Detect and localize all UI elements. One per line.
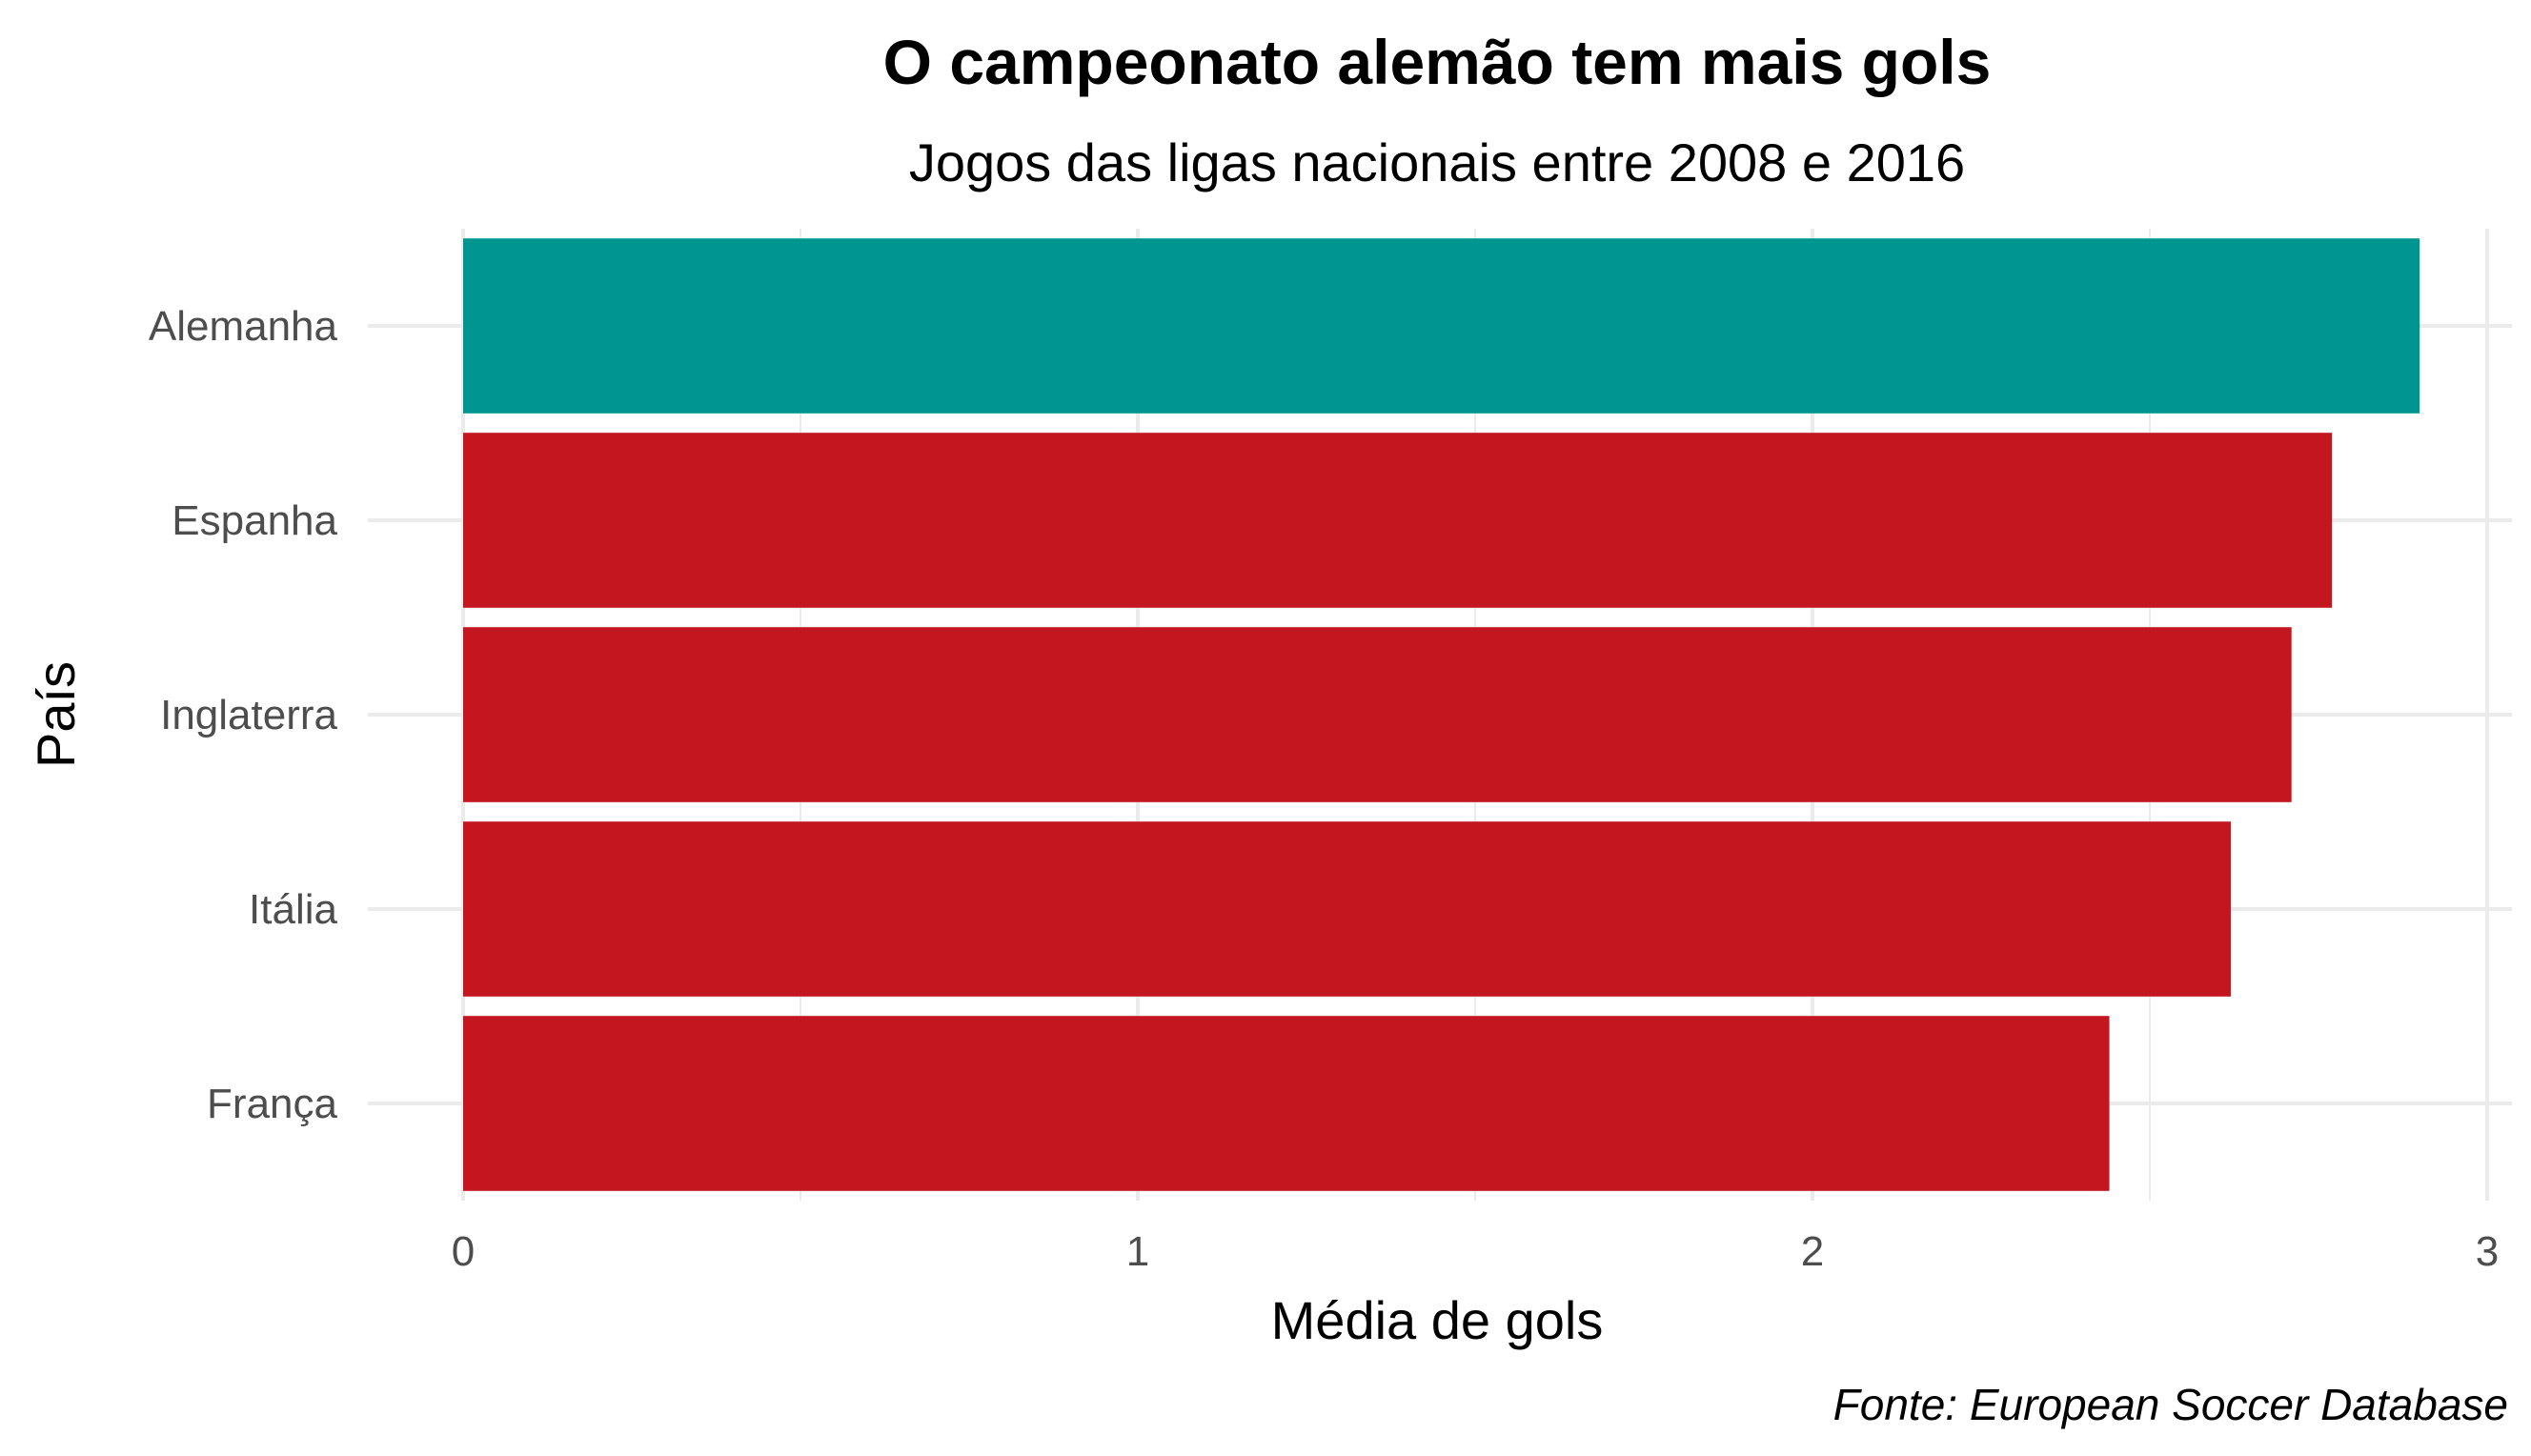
- bar-itália: [463, 821, 2231, 997]
- caption: Fonte: European Soccer Database: [1833, 1380, 2508, 1429]
- bars: [463, 238, 2420, 1191]
- y-tick-label: Espanha: [172, 497, 337, 544]
- x-tick-label: 2: [1801, 1228, 1824, 1275]
- bar-alemanha: [463, 238, 2420, 414]
- bar-frança: [463, 1016, 2110, 1191]
- y-tick-label: Itália: [249, 886, 337, 933]
- chart-subtitle: Jogos das ligas nacionais entre 2008 e 2…: [909, 132, 1965, 192]
- y-axis-title: País: [26, 661, 86, 768]
- x-tick-label: 0: [452, 1228, 475, 1275]
- y-tick-label: França: [207, 1081, 337, 1127]
- y-tick-labels: Alemanha Espanha Inglaterra Itália França: [149, 303, 338, 1127]
- x-tick-labels: 0 1 2 3: [452, 1228, 2499, 1275]
- chart-title: O campeonato alemão tem mais gols: [883, 27, 1992, 97]
- bar-espanha: [463, 433, 2333, 608]
- x-axis-title: Média de gols: [1271, 1290, 1604, 1350]
- y-tick-label: Inglaterra: [160, 692, 337, 738]
- bar-inglaterra: [463, 627, 2292, 802]
- x-tick-label: 1: [1126, 1228, 1149, 1275]
- y-tick-label: Alemanha: [149, 303, 338, 350]
- x-tick-label: 3: [2476, 1228, 2499, 1275]
